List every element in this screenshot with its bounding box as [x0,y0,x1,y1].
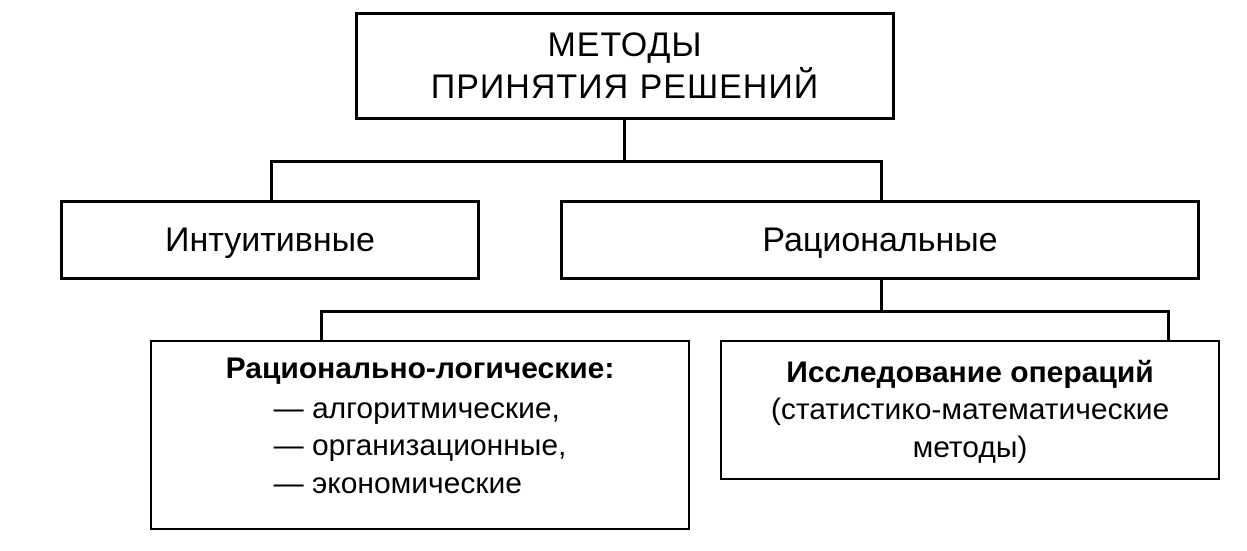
edge-root-hbar [270,160,880,163]
leaf-left-title: Рационально-логические: [226,350,615,388]
root-line1: МЕТОДЫ [547,24,702,67]
edge-root-stub [623,120,626,160]
leaf-left-bullet-0: — алгоритмические, [274,390,567,428]
leaf-left-bullet-1: — организационные, [274,427,567,465]
leaf-left-bullet-2: — экономические [274,465,567,503]
diagram-canvas: МЕТОДЫ ПРИНЯТИЯ РЕШЕНИЙ Интуитивные Раци… [0,0,1247,551]
node-leaf-right: Исследование операций (статистико-матема… [720,340,1220,480]
edge-branchright-hbar [320,310,1170,313]
node-branch-left: Интуитивные [60,200,480,280]
edge-to-branch-left [270,160,273,200]
branch-right-label: Рациональные [762,219,997,262]
edge-to-branch-right [880,160,883,200]
leaf-right-title: Исследование операций [786,354,1153,392]
node-leaf-left: Рационально-логические: — алгоритмически… [150,340,690,530]
leaf-right-subtitle: (статистико-математические методы) [722,391,1218,466]
edge-to-leaf-right [1167,310,1170,340]
branch-left-label: Интуитивные [165,219,375,262]
node-branch-right: Рациональные [560,200,1200,280]
root-line2: ПРИНЯТИЯ РЕШЕНИЙ [431,66,820,109]
leaf-left-bullets: — алгоритмические, — организационные, — … [274,390,567,503]
edge-to-leaf-left [320,310,323,340]
node-root: МЕТОДЫ ПРИНЯТИЯ РЕШЕНИЙ [355,12,895,120]
edge-branchright-stub [880,280,883,310]
